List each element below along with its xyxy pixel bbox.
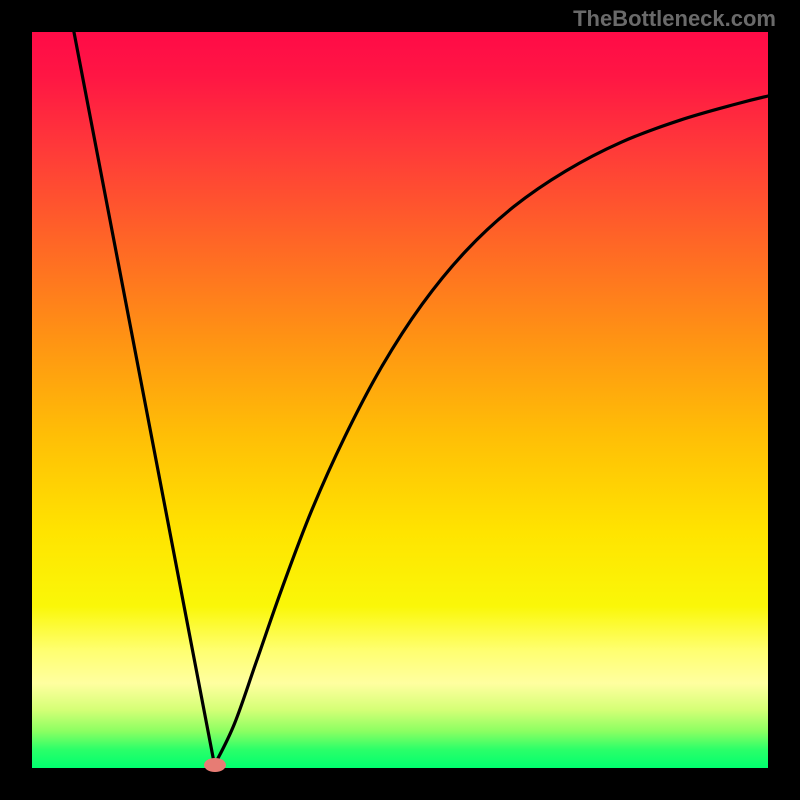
watermark-text: TheBottleneck.com bbox=[573, 6, 776, 32]
bottleneck-curve bbox=[32, 32, 768, 768]
optimum-marker bbox=[204, 758, 226, 772]
plot-area bbox=[32, 32, 768, 768]
